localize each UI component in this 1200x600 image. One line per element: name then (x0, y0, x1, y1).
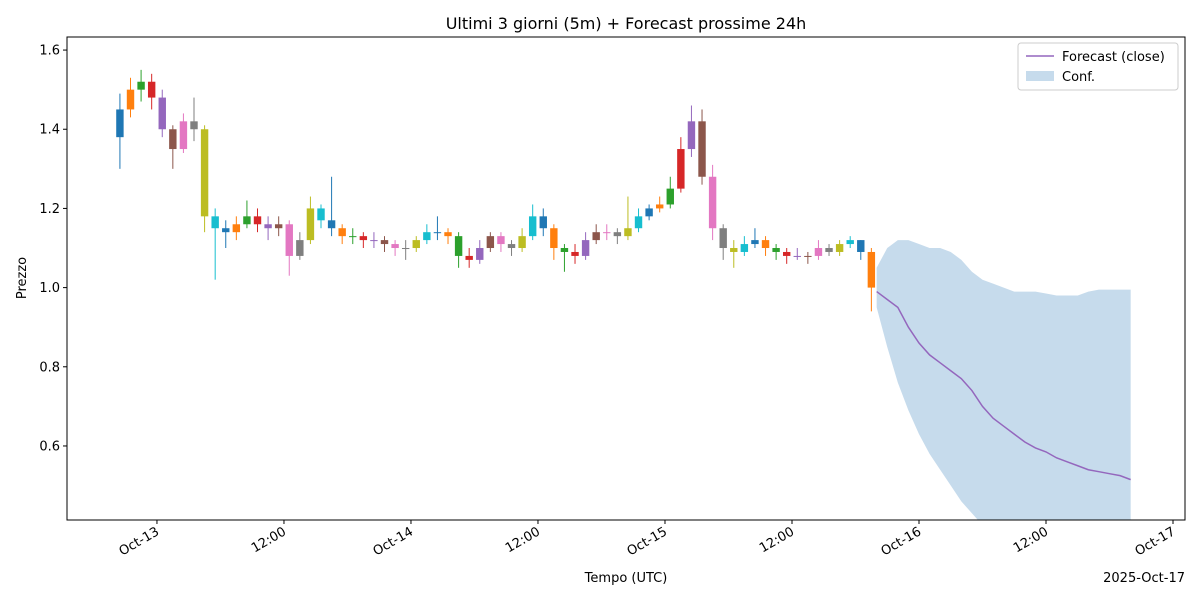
candle-body (751, 240, 759, 245)
candle-body (666, 188, 674, 205)
candle-body (285, 224, 293, 256)
candle-body (444, 232, 452, 237)
candle-body (147, 81, 156, 98)
y-tick-label: 0.6 (39, 439, 60, 454)
candle-body (116, 109, 124, 138)
candle-body (274, 224, 283, 229)
candle-body (454, 236, 463, 256)
y-tick-label: 1.6 (39, 44, 60, 59)
candle-body (296, 240, 304, 256)
candle-body (687, 121, 696, 150)
candle-body (719, 228, 727, 249)
chart-title: Ultimi 3 giorni (5m) + Forecast prossime… (446, 14, 807, 33)
candle-body (253, 216, 262, 225)
candle-body (793, 255, 801, 257)
candle-body (497, 236, 505, 245)
candle-body (158, 97, 166, 130)
x-axis-label: Tempo (UTC) (584, 571, 668, 586)
candle-body (137, 81, 145, 90)
y-tick-label: 1.4 (39, 123, 60, 138)
candle-body (857, 240, 865, 252)
candle-body (624, 228, 632, 237)
candle-body (264, 224, 272, 229)
candle-body (359, 236, 368, 241)
candle-body (222, 228, 230, 233)
candle-body (528, 216, 537, 237)
candle-body (782, 251, 791, 256)
candle-body (338, 228, 346, 237)
candle-body (730, 248, 738, 252)
legend-label: Forecast (close) (1062, 50, 1165, 65)
candle-body (698, 121, 706, 177)
candle-body (391, 244, 399, 249)
candle-body (380, 240, 389, 245)
candle-body (327, 220, 336, 229)
candle-body (772, 248, 780, 252)
candle-body (761, 240, 770, 249)
candle-body (804, 255, 812, 257)
candle-body (232, 224, 241, 233)
y-tick-label: 0.8 (39, 360, 60, 375)
candle-body (306, 208, 315, 241)
forecast-line (876, 290, 1131, 481)
candle-body (603, 232, 611, 234)
legend-swatch (1026, 71, 1054, 81)
candle-body (465, 255, 473, 260)
candle-body (740, 244, 749, 252)
candle-body (677, 149, 685, 189)
candle-body (200, 129, 209, 217)
legend-box (1017, 42, 1179, 91)
y-tick-label: 1.0 (39, 281, 60, 296)
candle-body (476, 248, 484, 260)
y-tick-label: 1.2 (39, 202, 60, 217)
legend-label: Conf. (1062, 70, 1095, 85)
candle-body (190, 121, 198, 130)
candle-body (867, 251, 876, 288)
candle-body (645, 208, 653, 217)
candle-body (211, 216, 219, 229)
candle-body (507, 244, 516, 249)
candle-body (349, 236, 357, 238)
plot-area (116, 69, 1131, 520)
candle-body (560, 248, 569, 252)
candle-body (655, 204, 664, 209)
candle-body (370, 240, 378, 242)
candle-body (550, 228, 558, 249)
candle-body (433, 232, 442, 234)
candle-body (825, 248, 833, 252)
x-offset-label: 2025-Oct-17 (1103, 571, 1185, 586)
candle-body (571, 251, 579, 256)
candle-body (835, 244, 844, 252)
candle-body (846, 240, 854, 245)
candle-body (401, 248, 410, 250)
legend: Forecast (close) Conf. (1017, 42, 1179, 91)
candle-body (708, 176, 717, 229)
candle-body (412, 240, 420, 249)
confidence-band (876, 240, 1131, 520)
y-axis-label: Prezzo (15, 257, 30, 299)
candle-body (317, 208, 325, 221)
candle-body (179, 121, 188, 150)
candle-body (634, 216, 643, 229)
candle-body (581, 240, 590, 256)
candle-body (613, 232, 622, 237)
candle-body (539, 216, 547, 229)
candle-body (243, 216, 251, 225)
candle-body (486, 236, 495, 249)
candle-body (814, 248, 823, 256)
candle-body (592, 232, 600, 241)
axes-frame (66, 36, 1186, 521)
candle-body (518, 236, 526, 249)
candle-body (423, 232, 431, 241)
candle-body (126, 89, 135, 110)
candle-body (169, 129, 177, 150)
